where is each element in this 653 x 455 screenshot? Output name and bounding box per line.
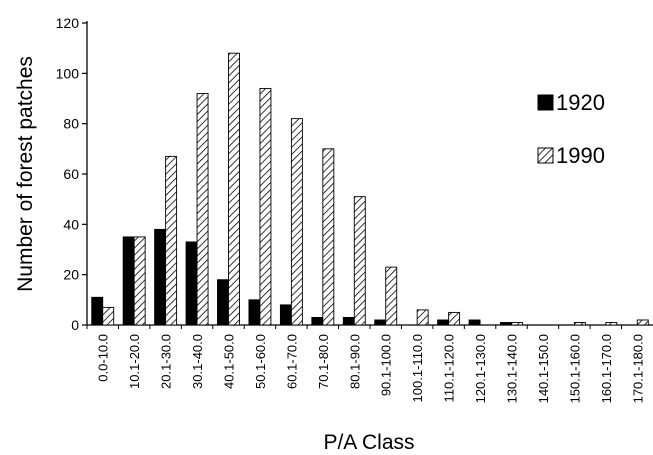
x-tick-label: 30.1-40.0 — [190, 334, 205, 389]
bar-1920 — [122, 236, 135, 326]
bar-1920 — [91, 296, 104, 326]
bar-1990 — [102, 306, 115, 326]
x-tick-label: 130.1-140.0 — [505, 334, 520, 403]
bar-1990 — [133, 236, 146, 326]
bar-1920 — [468, 319, 481, 326]
x-tick-label: 160.1-170.0 — [599, 334, 614, 403]
bar-1990 — [353, 196, 366, 326]
y-tick-label: 120 — [56, 15, 80, 31]
bar-1920 — [217, 279, 229, 326]
bar-1920 — [311, 317, 324, 326]
bar-1990 — [448, 311, 461, 326]
bar-1990 — [511, 322, 523, 326]
bar-1990 — [636, 319, 649, 326]
x-tick-label: 120.1-130.0 — [473, 334, 488, 403]
y-tick-label: 60 — [63, 166, 79, 182]
x-tick-label: 0.0-10.0 — [96, 334, 111, 382]
x-tick-label: 20.1-30.0 — [159, 334, 174, 389]
x-tick-label: 70.1-80.0 — [316, 334, 331, 389]
bar-1920 — [374, 319, 387, 326]
legend-swatch-1990 — [537, 147, 554, 164]
bar-1990 — [228, 52, 240, 326]
x-tick-label: 150.1-160.0 — [567, 334, 582, 403]
bar-1920 — [500, 322, 512, 326]
bar-1990 — [259, 87, 272, 326]
x-tick-label: 10.1-20.0 — [127, 334, 142, 389]
bar-1920 — [437, 319, 450, 326]
legend-label-1920: 1920 — [556, 90, 605, 115]
y-axis-title: Number of forest patches — [14, 56, 37, 292]
x-tick-label: 100.1-110.0 — [410, 334, 425, 402]
x-tick-label: 40.1-50.0 — [222, 334, 237, 389]
y-tick-label: 80 — [63, 116, 79, 132]
x-tick-label: 60.1-70.0 — [284, 334, 299, 389]
legend-swatch-1920 — [537, 94, 554, 111]
x-tick-label: 80.1-90.0 — [347, 334, 362, 389]
bar-1920 — [279, 304, 292, 326]
bar-1920 — [185, 241, 198, 326]
x-tick-label: 170.1-180.0 — [630, 334, 645, 403]
x-tick-label: 110.1-120.0 — [442, 334, 457, 402]
y-tick-label: 20 — [63, 267, 79, 283]
x-tick-label: 50.1-60.0 — [253, 334, 268, 389]
bar-1990 — [385, 266, 398, 326]
y-tick-label: 0 — [71, 317, 79, 333]
legend-label-1990: 1990 — [556, 143, 605, 168]
x-tick-label: 90.1-100.0 — [379, 334, 394, 396]
bar-1990 — [573, 322, 586, 326]
bar-1990 — [196, 93, 209, 326]
bar-1990 — [322, 148, 335, 326]
y-tick-label: 40 — [63, 216, 79, 232]
y-tick-label: 100 — [56, 65, 80, 81]
bar-1920 — [342, 317, 355, 326]
bar-1920 — [248, 299, 261, 326]
bar-1920 — [154, 228, 167, 326]
bar-1990 — [605, 322, 618, 326]
x-axis-title: P/A Class — [323, 431, 414, 454]
bar-1990 — [290, 118, 303, 326]
bar-1990 — [165, 155, 178, 326]
x-tick-label: 140.1-150.0 — [536, 334, 551, 403]
bar-1990 — [416, 309, 429, 326]
